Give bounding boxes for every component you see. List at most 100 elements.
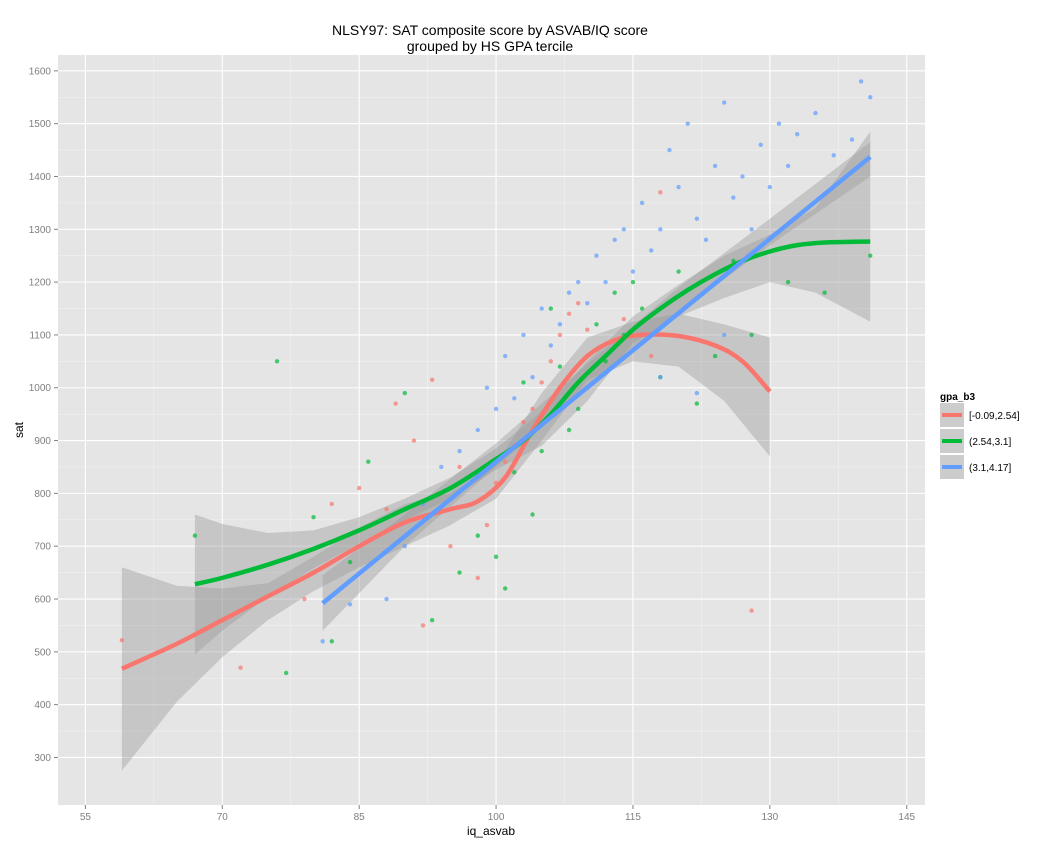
data-point-2	[484, 385, 490, 390]
data-point-1	[749, 332, 754, 338]
data-point-2	[347, 602, 353, 607]
y-axis-ticks: 300 400 500 600 700 800 900 1000 1100 1200 1300 140…	[29, 66, 58, 764]
data-point-2	[521, 332, 526, 338]
plot-panel	[58, 55, 925, 805]
data-point-0	[649, 353, 654, 359]
data-point-1	[530, 512, 535, 517]
legend-keys: [-0.09,2.54] (2.54,3.1] (3.1,4.17]	[940, 403, 1020, 479]
data-point-2	[594, 253, 599, 258]
data-point-2	[858, 79, 864, 84]
data-point-0	[539, 380, 544, 385]
data-point-2	[439, 464, 444, 470]
confidence-band-1	[194, 131, 871, 655]
data-point-2	[530, 374, 535, 380]
data-point-1	[493, 554, 499, 559]
data-point-2	[849, 137, 855, 142]
data-point-2	[785, 163, 791, 169]
data-point-1	[274, 359, 280, 364]
data-point-1	[594, 322, 599, 327]
chart-subtitle: grouped by HS GPA tercile	[407, 38, 573, 54]
scatter-points	[119, 79, 873, 676]
smooth-line-2	[321, 155, 872, 605]
data-point-2	[740, 174, 745, 179]
legend-label: (2.54,3.1]	[969, 437, 1011, 448]
y-tick-label: 1200	[29, 278, 52, 289]
data-point-0	[457, 464, 462, 470]
y-tick-label: 1500	[29, 119, 52, 130]
legend-label: [-0.09,2.54]	[969, 411, 1020, 422]
data-point-2	[831, 153, 836, 158]
data-point-2	[667, 147, 672, 153]
y-tick-label: 1400	[29, 172, 52, 183]
y-tick-label: 500	[34, 647, 51, 658]
y-tick-label: 800	[34, 489, 51, 500]
x-tick-label: 130	[762, 812, 779, 823]
data-point-2	[502, 353, 508, 359]
y-tick-label: 300	[34, 753, 51, 764]
data-point-0	[411, 438, 417, 443]
data-point-2	[767, 184, 773, 190]
data-point-0	[557, 332, 563, 338]
data-point-0	[576, 301, 581, 306]
data-point-1	[576, 406, 581, 412]
data-point-1	[822, 290, 827, 295]
data-point-2	[457, 448, 462, 454]
data-point-2	[749, 227, 754, 232]
data-point-2	[548, 343, 554, 348]
data-point-0	[521, 419, 526, 425]
data-point-0	[484, 522, 490, 528]
data-point-1	[402, 390, 407, 396]
data-point-2	[694, 390, 700, 396]
chart-title: NLSY97: SAT composite score by ASVAB/IQ …	[332, 22, 648, 38]
data-point-2	[512, 396, 517, 401]
data-point-2	[776, 121, 782, 126]
data-point-0	[658, 190, 663, 195]
x-tick-label: 55	[80, 812, 92, 823]
data-point-1	[694, 401, 700, 406]
data-point-1	[566, 427, 572, 433]
data-point-2	[694, 216, 700, 221]
data-point-2	[676, 184, 681, 190]
data-point-1	[347, 559, 353, 565]
data-point-1	[676, 269, 681, 274]
data-point-2	[639, 200, 645, 206]
data-point-2	[731, 195, 736, 200]
data-point-2	[402, 543, 407, 549]
data-point-1	[557, 364, 563, 369]
data-point-0	[448, 543, 453, 549]
x-tick-label: 100	[488, 812, 505, 823]
data-point-2	[603, 279, 608, 285]
y-tick-label: 1600	[29, 66, 52, 77]
y-tick-label: 900	[34, 436, 51, 447]
data-point-1	[366, 459, 371, 464]
data-point-2	[868, 95, 873, 100]
data-point-2	[384, 596, 389, 602]
data-point-0	[530, 406, 535, 412]
y-tick-label: 1100	[29, 330, 51, 341]
data-point-1	[868, 253, 873, 258]
x-tick-label: 115	[625, 812, 641, 823]
data-point-0	[119, 638, 125, 643]
data-point-2	[649, 248, 654, 253]
confidence-band-0	[121, 313, 770, 771]
data-point-2	[493, 406, 499, 412]
data-point-0	[302, 596, 307, 602]
data-point-2	[722, 100, 727, 105]
data-point-1	[539, 448, 544, 454]
y-tick-label: 600	[34, 595, 51, 606]
data-point-2	[320, 639, 325, 644]
data-point-0	[420, 623, 426, 628]
data-point-2	[703, 237, 709, 243]
legend: gpa_b3 [-0.09,2.54] (2.54,3.1] (3.1,4.17]	[940, 392, 1020, 479]
data-point-2	[621, 227, 627, 232]
data-point-1	[712, 353, 718, 359]
data-point-1	[785, 279, 791, 285]
data-point-2	[795, 132, 800, 137]
data-point-2	[475, 427, 481, 433]
x-axis-ticks: 55 70 85 100 115 130 145	[80, 805, 916, 823]
smooth-line-0	[120, 332, 772, 671]
data-point-1	[630, 279, 636, 285]
data-point-0	[475, 575, 481, 581]
data-point-2	[685, 121, 690, 126]
data-point-1	[475, 533, 481, 538]
